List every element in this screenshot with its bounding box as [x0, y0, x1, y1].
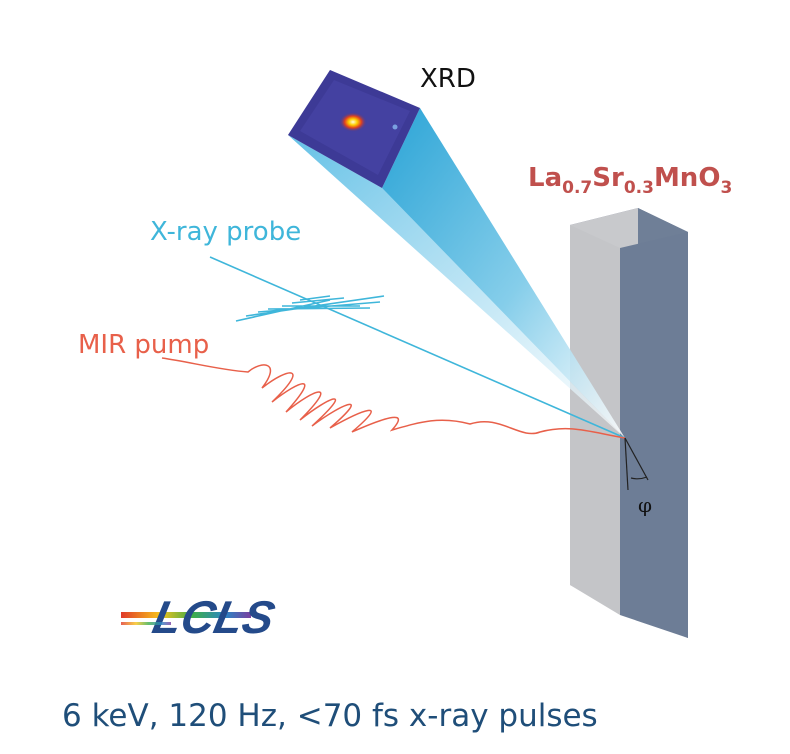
sample-side-overlay: [620, 232, 688, 638]
xrd-label: XRD: [420, 64, 476, 94]
xray-probe-wavepacket: [235, 295, 385, 322]
sample-front-overlay: [570, 225, 620, 615]
formula-el1: La: [528, 163, 563, 193]
xray-probe-beam: [209, 256, 626, 439]
formula-el2: Sr: [592, 163, 624, 193]
lcls-logo: LCLS: [121, 591, 279, 643]
mir-pump-label: MIR pump: [78, 330, 209, 360]
diffraction-spot: [339, 112, 367, 132]
angle-indicator: φ: [624, 437, 652, 517]
xrd-detector: [288, 70, 420, 188]
lcls-logo-text: LCLS: [148, 591, 279, 642]
mir-pump-beam: [161, 357, 626, 439]
formula-sub2: 0.3: [623, 178, 654, 198]
sample-slab: [570, 208, 688, 638]
angle-label: φ: [638, 493, 652, 517]
sample-formula: La0.7Sr0.3MnO3: [528, 163, 732, 198]
pulse-caption: 6 keV, 120 Hz, <70 fs x-ray pulses: [62, 698, 598, 734]
formula-sub1: 0.7: [562, 178, 593, 198]
formula-el3: MnO: [653, 163, 721, 193]
formula-sub3: 3: [720, 178, 733, 198]
xray-probe-label: X-ray probe: [150, 217, 301, 247]
